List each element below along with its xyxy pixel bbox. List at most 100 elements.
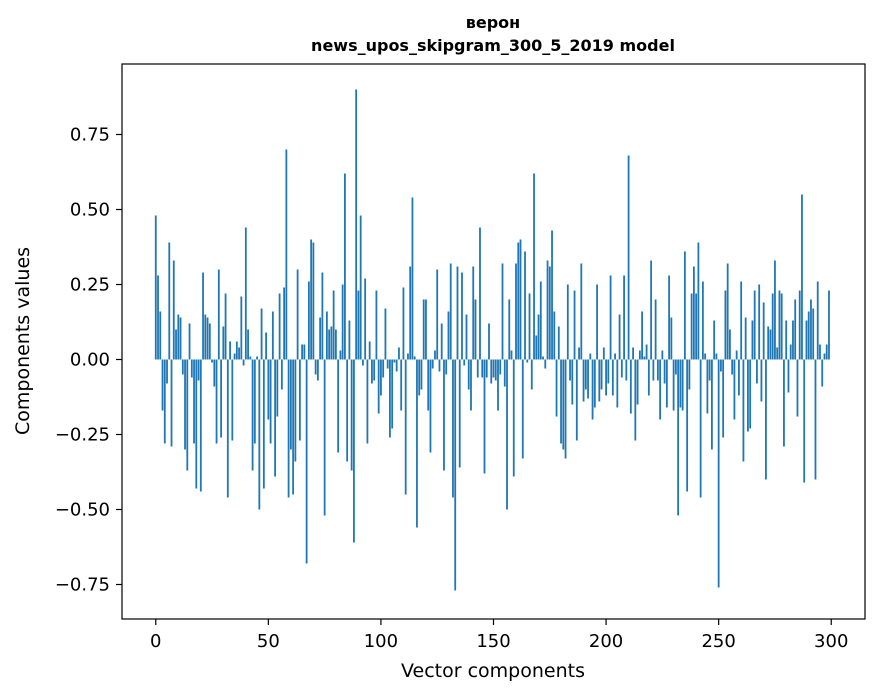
- bar-25: [211, 359, 213, 363]
- bar-146: [483, 359, 486, 474]
- bar-298: [825, 344, 828, 360]
- bar-256: [731, 359, 734, 375]
- bar-160: [515, 263, 517, 360]
- bar-62: [294, 359, 297, 462]
- bar-65: [301, 344, 304, 360]
- y-tick-label: −0.75: [55, 575, 110, 596]
- bar-280: [785, 320, 788, 360]
- bar-145: [481, 359, 484, 378]
- bar-19: [197, 359, 200, 381]
- bar-40: [244, 227, 247, 360]
- bar-274: [771, 293, 774, 360]
- bar-97: [373, 359, 376, 381]
- bar-72: [316, 359, 319, 381]
- bar-78: [330, 326, 333, 360]
- bar-88: [353, 359, 355, 543]
- bar-278: [780, 293, 783, 360]
- bar-10: [177, 314, 180, 360]
- bar-113: [409, 266, 412, 360]
- bar-186: [573, 290, 576, 360]
- bar-148: [488, 323, 490, 360]
- bar-283: [792, 320, 794, 360]
- bar-285: [796, 359, 799, 417]
- x-tick-label: 200: [589, 631, 623, 652]
- bar-294: [816, 281, 819, 360]
- bar-286: [798, 290, 801, 360]
- bar-152: [497, 359, 499, 411]
- bar-208: [623, 275, 625, 360]
- bar-224: [659, 359, 662, 420]
- bar-259: [738, 359, 740, 396]
- bar-21: [202, 272, 204, 360]
- bar-179: [557, 326, 560, 360]
- bar-36: [235, 341, 238, 360]
- bar-270: [762, 302, 765, 360]
- bar-125: [436, 269, 439, 360]
- bar-221: [652, 359, 655, 381]
- y-axis-label: Components values: [12, 247, 34, 435]
- bar-37: [238, 347, 240, 360]
- bar-172: [542, 356, 544, 360]
- y-tick-label: −0.25: [55, 425, 110, 446]
- bar-52: [271, 311, 274, 360]
- bar-51: [269, 359, 272, 444]
- bar-206: [618, 314, 621, 360]
- bar-276: [776, 347, 779, 360]
- bar-143: [476, 359, 479, 378]
- bar-75: [323, 359, 326, 516]
- bar-184: [569, 359, 571, 381]
- bar-23: [206, 317, 209, 360]
- bar-264: [749, 359, 752, 429]
- bar-32: [226, 359, 229, 498]
- bar-104: [389, 359, 391, 438]
- bar-83: [341, 284, 344, 360]
- bar-252: [722, 359, 725, 438]
- bar-124: [434, 350, 436, 360]
- bar-123: [431, 359, 434, 369]
- bar-151: [494, 359, 497, 381]
- bar-63: [296, 269, 299, 360]
- bar-164: [524, 251, 526, 360]
- bar-196: [596, 284, 598, 360]
- bar-287: [801, 194, 803, 360]
- bar-69: [310, 239, 313, 360]
- bar-50: [267, 359, 270, 420]
- bar-258: [735, 350, 738, 360]
- bar-70: [312, 242, 315, 360]
- bar-254: [726, 263, 729, 360]
- bar-169: [535, 335, 538, 360]
- bar-132: [452, 359, 454, 498]
- bar-249: [715, 353, 718, 360]
- bar-215: [638, 350, 641, 360]
- bar-133: [454, 359, 457, 591]
- bar-162: [519, 239, 522, 360]
- bar-236: [686, 359, 689, 492]
- bar-7: [170, 359, 173, 447]
- bar-295: [819, 344, 821, 360]
- bar-44: [253, 359, 256, 444]
- chart-title-line-1: верон: [466, 13, 520, 32]
- bar-100: [380, 359, 382, 396]
- bar-16: [190, 359, 193, 378]
- bar-9: [175, 329, 177, 360]
- bar-79: [332, 290, 335, 360]
- bar-30: [222, 326, 225, 360]
- bar-18: [195, 359, 198, 489]
- bar-218: [645, 344, 648, 360]
- bar-130: [447, 311, 450, 360]
- bar-41: [247, 329, 249, 360]
- bar-291: [810, 299, 812, 360]
- bar-180: [560, 359, 562, 444]
- bar-135: [458, 359, 461, 468]
- bar-87: [350, 359, 353, 471]
- bar-109: [400, 359, 403, 411]
- bar-282: [789, 344, 792, 360]
- bar-156: [506, 359, 508, 510]
- y-tick-label: 0.25: [70, 275, 110, 296]
- bar-85: [346, 359, 349, 462]
- bar-29: [220, 359, 222, 438]
- bar-140: [470, 359, 472, 411]
- bar-229: [670, 317, 673, 360]
- bar-167: [530, 359, 533, 390]
- bar-142: [474, 299, 477, 360]
